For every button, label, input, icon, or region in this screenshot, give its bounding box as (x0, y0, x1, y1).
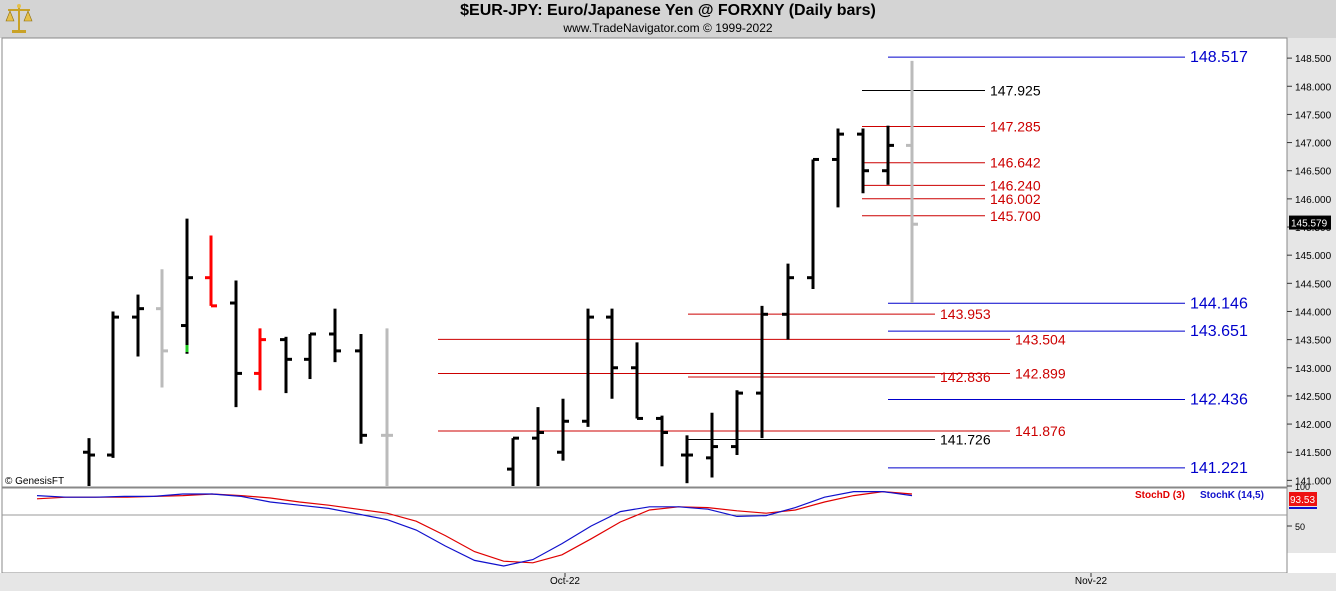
level-label: 141.221 (1190, 460, 1248, 477)
stoch-k-legend: StochK (14,5) (1200, 490, 1264, 501)
ohlc-bar (731, 390, 743, 456)
ohlc-bar (606, 308, 618, 399)
level-label: 147.925 (990, 82, 1041, 98)
ohlc-bar (582, 308, 594, 427)
level-label: 148.517 (1190, 49, 1248, 66)
ohlc-bar (280, 336, 292, 394)
level-label: 141.726 (940, 431, 991, 447)
price-tick-label: 141.500 (1295, 448, 1332, 459)
stoch-value-label: 93.53 (1290, 495, 1315, 506)
level-label: 146.642 (990, 155, 1041, 171)
ohlc-bar (782, 263, 794, 340)
ohlc-bar (906, 60, 918, 304)
ohlc-bar (107, 311, 119, 458)
ohlc-bar (381, 328, 393, 486)
ohlc-bar (304, 332, 316, 380)
level-label: 144.146 (1190, 295, 1248, 312)
ohlc-bar (230, 280, 242, 408)
price-tick-label: 143.000 (1295, 364, 1332, 375)
price-tick-label: 141.000 (1295, 476, 1332, 487)
scales-logo-icon (5, 4, 33, 33)
chart-subtitle: www.TradeNavigator.com © 1999-2022 (563, 21, 773, 35)
ohlc-bar (681, 435, 693, 484)
date-axis: Oct-22 Nov-22 (0, 573, 1336, 591)
last-price-box (1289, 215, 1331, 230)
ohlc-bar (807, 157, 819, 289)
last-price-label: 145.579 (1291, 219, 1328, 230)
stoch-value-box (1289, 492, 1317, 506)
ohlc-bar (181, 218, 193, 354)
price-tick-label: 145.000 (1295, 251, 1332, 262)
price-tick-label: 146.500 (1295, 167, 1332, 178)
level-label: 143.953 (940, 306, 991, 322)
price-tick-label: 148.500 (1295, 54, 1332, 65)
price-tick-label: 142.500 (1295, 392, 1332, 403)
watermark: © GenesisFT (5, 476, 64, 487)
level-label: 142.836 (940, 369, 991, 385)
ohlc-bar (156, 269, 168, 388)
ohlc-bar (756, 305, 768, 439)
level-label: 143.504 (1015, 331, 1066, 347)
ohlc-bar (656, 415, 668, 467)
stoch-d-line (36, 490, 913, 564)
date-label: Nov-22 (1075, 576, 1108, 587)
level-label: 142.899 (1015, 365, 1066, 381)
axis-background (1287, 38, 1336, 553)
stoch-panel-frame (1, 487, 1288, 574)
level-label: 147.285 (990, 119, 1041, 135)
level-label: 143.651 (1190, 323, 1248, 340)
ohlc-bars (83, 60, 918, 486)
ohlc-bar (857, 128, 869, 194)
date-label: Oct-22 (550, 576, 580, 587)
ohlc-bar (882, 125, 894, 185)
price-panel-frame (1, 37, 1288, 488)
price-tick-label: 142.000 (1295, 420, 1332, 431)
ohlc-bar (532, 407, 544, 486)
price-levels: 148.517 147.925 147.285 146.642 146.240146.0… (438, 49, 1248, 477)
ohlc-bar (631, 342, 643, 420)
ohlc-bar (557, 398, 569, 461)
price-tick-label: 148.000 (1295, 82, 1332, 93)
stochastic-panel: StochD (3) StochK (14,5) 100 50 93.53 (2, 482, 1317, 567)
ohlc-bar (254, 328, 266, 391)
price-tick-label: 147.000 (1295, 139, 1332, 150)
ohlc-bar (83, 438, 95, 486)
level-label: 145.700 (990, 208, 1041, 224)
ohlc-bar (355, 333, 367, 444)
chart-header: $EUR-JPY: Euro/Japanese Yen @ FORXNY (Da… (0, 0, 1336, 38)
price-tick-label: 146.000 (1295, 195, 1332, 206)
chart-frame (1, 37, 1336, 574)
stoch-tick-label: 50 (1295, 522, 1305, 532)
chart-title: $EUR-JPY: Euro/Japanese Yen @ FORXNY (Da… (460, 2, 876, 19)
ohlc-bar (706, 412, 718, 478)
level-label: 146.240 (990, 177, 1041, 193)
stoch-tick-label: 100 (1295, 482, 1310, 492)
ohlc-bar (329, 308, 341, 363)
ohlc-bar (132, 294, 144, 357)
last-price-marker: 145.579 (1289, 215, 1331, 230)
stoch-d-legend: StochD (3) (1135, 490, 1185, 501)
ohlc-bar (205, 235, 217, 308)
price-tick-label: 144.500 (1295, 279, 1332, 290)
ohlc-bar (507, 436, 519, 486)
level-label: 141.876 (1015, 423, 1066, 439)
price-tick-label: 144.000 (1295, 307, 1332, 318)
date-axis-background (0, 573, 1336, 591)
price-tick-label: 147.500 (1295, 110, 1332, 121)
stoch-k-line (36, 491, 913, 567)
level-label: 142.436 (1190, 392, 1248, 409)
level-label: 146.002 (990, 191, 1041, 207)
ohlc-bar (832, 128, 844, 208)
price-tick-label: 143.500 (1295, 336, 1332, 347)
